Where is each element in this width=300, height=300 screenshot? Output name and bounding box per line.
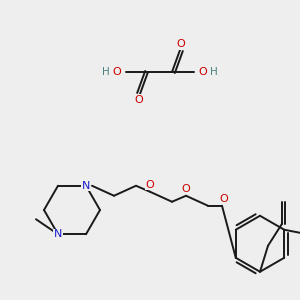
Text: N: N [54, 229, 62, 239]
Text: O: O [220, 194, 228, 204]
Text: H: H [210, 67, 218, 77]
Text: H: H [102, 67, 110, 77]
Text: O: O [182, 184, 190, 194]
Text: O: O [135, 95, 143, 105]
Text: O: O [177, 39, 185, 49]
Text: N: N [82, 181, 90, 191]
Text: O: O [146, 180, 154, 190]
Text: O: O [112, 67, 122, 77]
Text: O: O [199, 67, 207, 77]
